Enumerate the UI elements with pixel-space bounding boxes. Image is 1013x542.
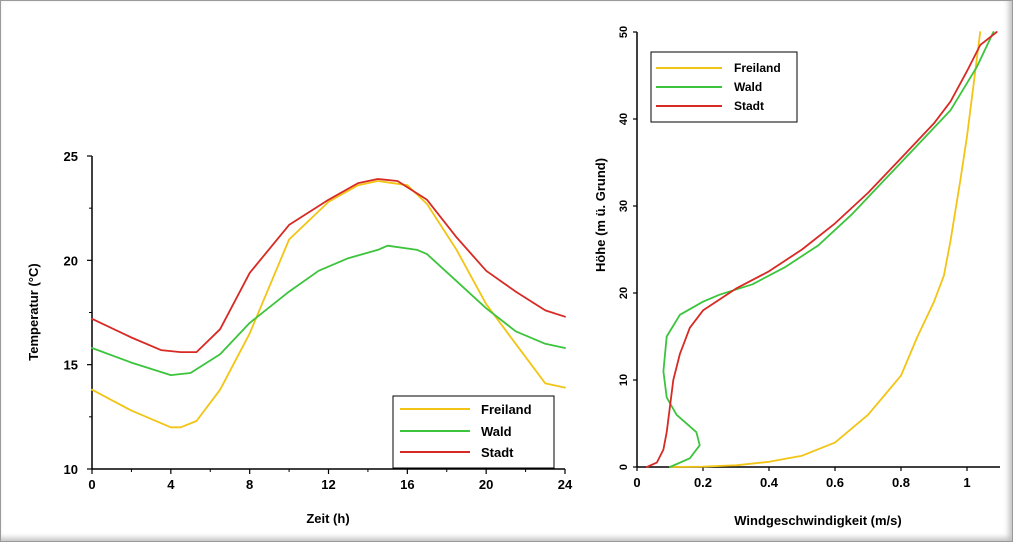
right-y-tick-label: 50: [618, 26, 630, 38]
left-series-line-stadt: [91, 178, 566, 354]
right-x-tick-label: 0: [633, 475, 640, 490]
left-x-tick-label: 12: [321, 477, 335, 492]
legend-label-freiland: Freiland: [734, 61, 781, 75]
right-series-line-freiland: [669, 31, 982, 468]
left-y-tick-label: 15: [64, 358, 78, 373]
right-x-tick-label: 0.8: [892, 475, 910, 490]
right-y-tick-label: 30: [618, 200, 630, 212]
left-x-tick-label: 20: [479, 477, 493, 492]
right-y-tick-label: 0: [618, 464, 630, 470]
right-y-tick-label: 10: [618, 374, 630, 386]
left-y-tick-label: 25: [64, 149, 78, 164]
right-series-line-stadt: [646, 31, 998, 468]
right-x-tick-label: 0.6: [826, 475, 844, 490]
right-x-tick-label: 1: [963, 475, 970, 490]
left-x-tick-label: 0: [88, 477, 95, 492]
left-x-tick-label: 24: [558, 477, 573, 492]
left-series-line-wald: [91, 244, 566, 377]
left-x-tick-label: 4: [167, 477, 175, 492]
left-x-tick-label: 8: [246, 477, 253, 492]
legend-label-wald: Wald: [481, 424, 512, 439]
left-x-tick-label: 16: [400, 477, 414, 492]
right-x-tick-label: 0.4: [760, 475, 779, 490]
legend-label-stadt: Stadt: [734, 99, 764, 113]
left-y-tick-label: 20: [64, 253, 78, 268]
right-y-axis-label: Höhe (m ü. Grund): [593, 158, 608, 272]
right-x-tick-label: 0.2: [694, 475, 712, 490]
right-x-axis-label: Windgeschwindigkeit (m/s): [734, 513, 901, 528]
legend-label-stadt: Stadt: [481, 445, 514, 460]
left-y-tick-label: 10: [64, 462, 78, 477]
left-x-axis-label: Zeit (h): [306, 511, 349, 526]
legend-label-wald: Wald: [734, 80, 762, 94]
legend-label-freiland: Freiland: [481, 402, 532, 417]
right-y-tick-label: 40: [618, 113, 630, 125]
left-series-line-freiland: [91, 180, 566, 429]
wind-legend: Freiland Wald Stadt: [650, 51, 798, 123]
right-series-line-wald: [662, 31, 995, 468]
right-y-tick-label: 20: [618, 287, 630, 299]
temperature-legend: Freiland Wald Stadt: [392, 395, 555, 469]
left-y-axis-label: Temperatur (°C): [26, 263, 41, 360]
